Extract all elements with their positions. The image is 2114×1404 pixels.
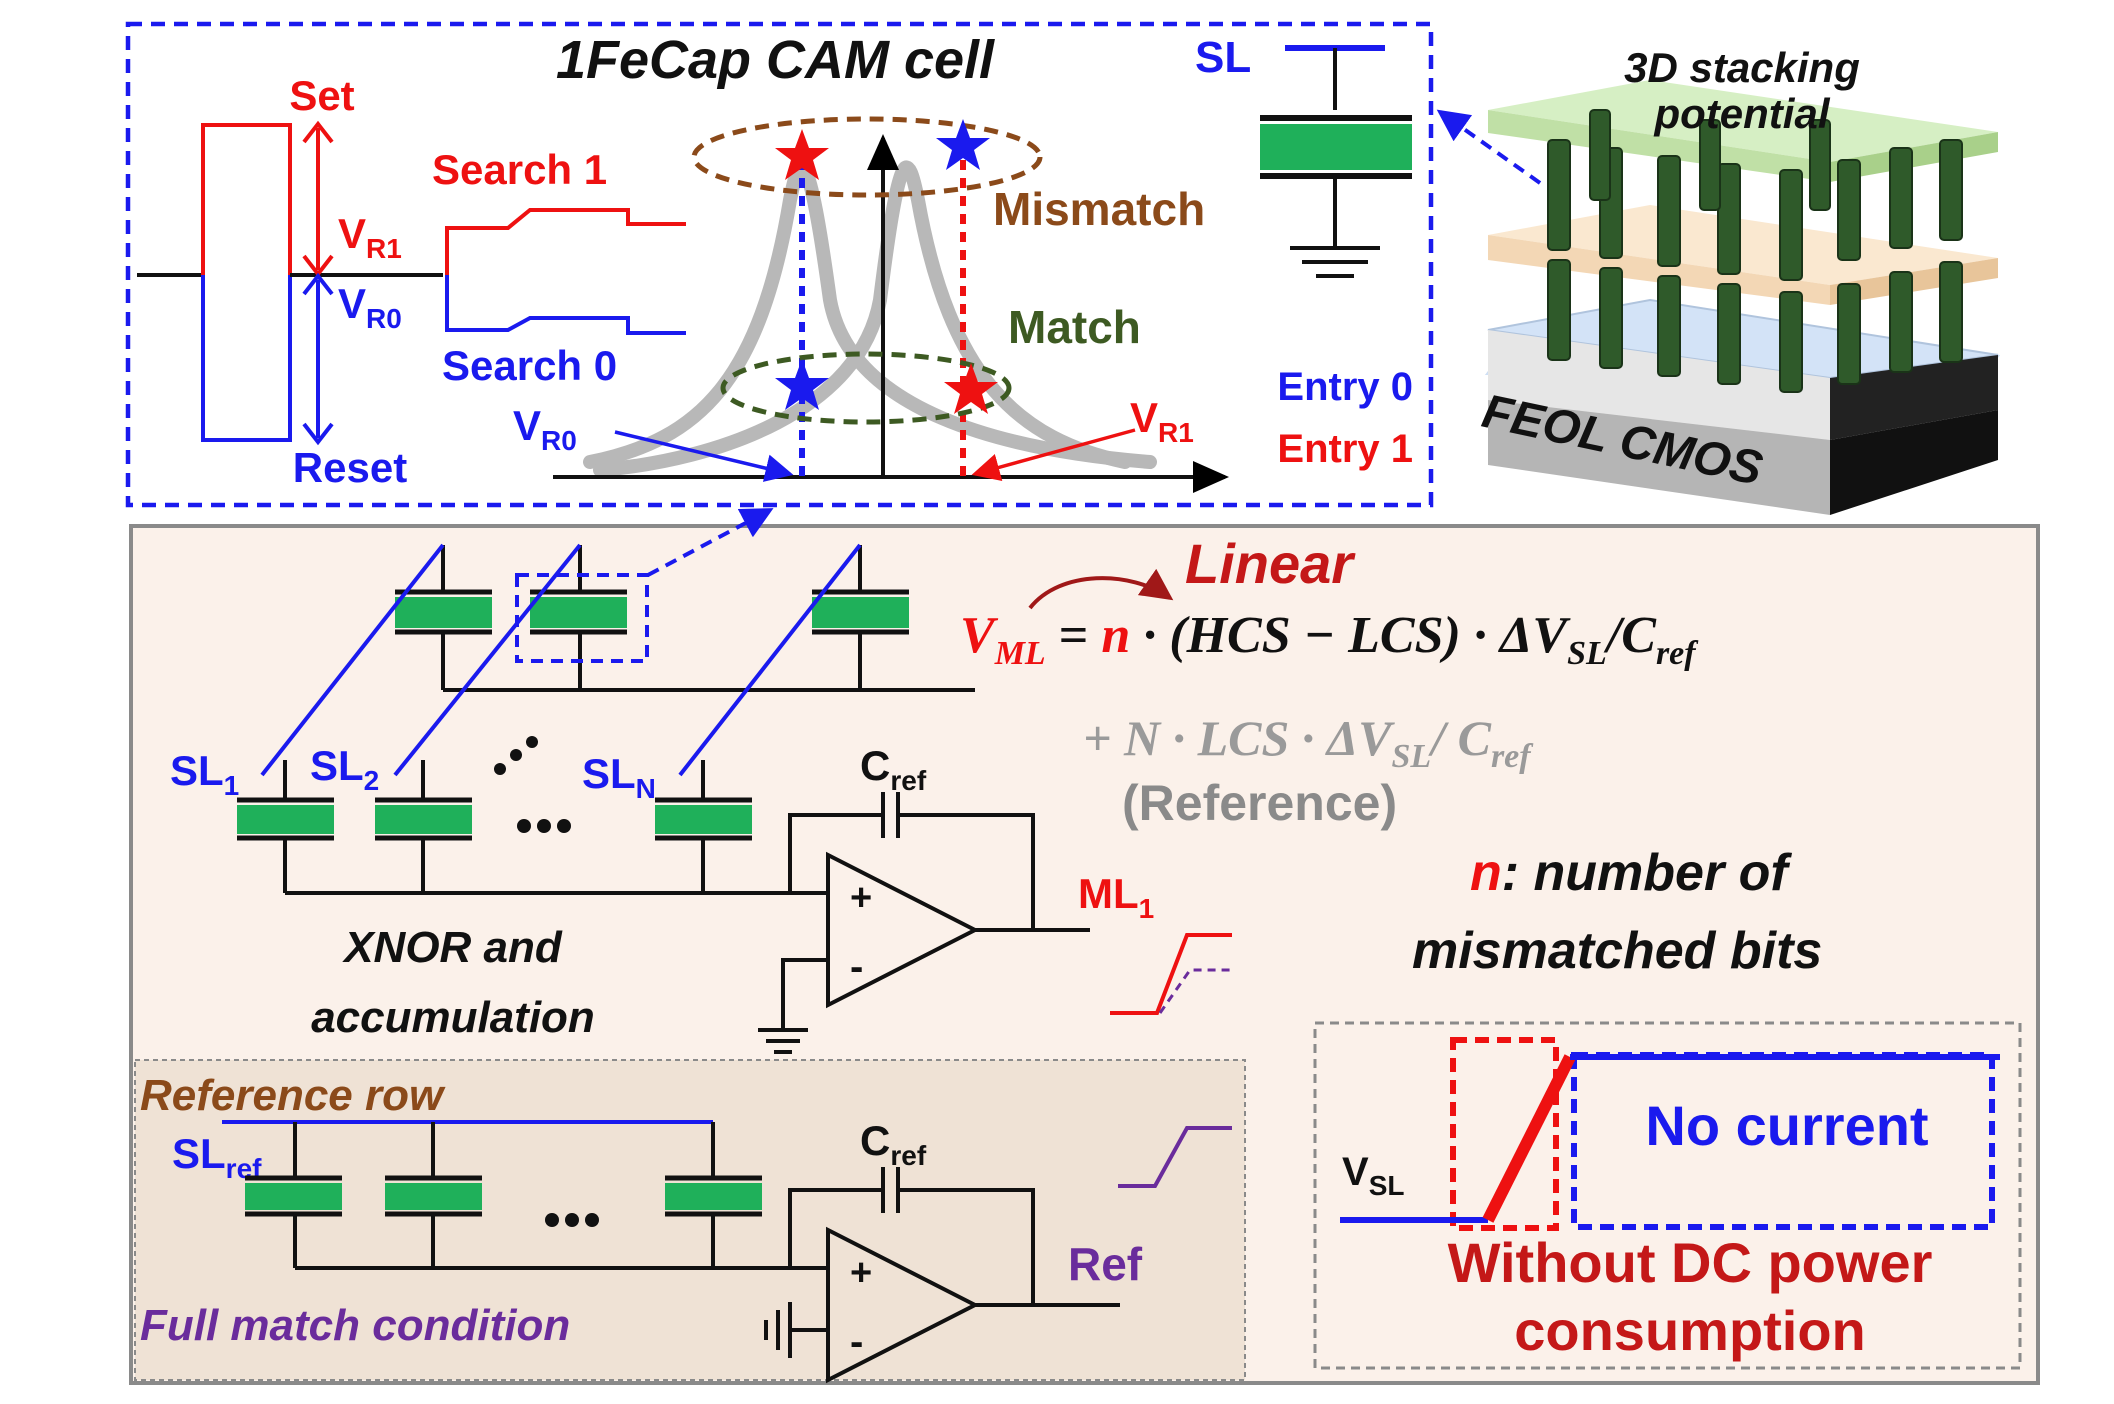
ref-output-label: Ref [1068, 1238, 1143, 1290]
cap-lower-1 [237, 797, 334, 841]
vsl-label: VSL [1342, 1150, 1404, 1201]
cap-lower-2 [375, 797, 472, 841]
vr0-label: VR0 [338, 280, 402, 334]
equation-line1: VML = n · (HCS − LCS) · ΔVSL/Cref [960, 607, 1699, 672]
sln-label: SLN [582, 750, 656, 804]
stack-label-1: 3D stacking [1624, 44, 1860, 91]
ref-opamp-minus: - [850, 1320, 863, 1364]
entry0-label: Entry 0 [1277, 365, 1413, 409]
ref-cref-label: Cref [860, 1117, 927, 1171]
reference-label: (Reference) [1122, 775, 1397, 831]
no-current-label: No current [1645, 1094, 1928, 1157]
sl1-label: SL1 [170, 747, 239, 801]
full-match-label: Full match condition [140, 1301, 570, 1350]
cam-cell-panel: 1FeCap CAM cell Set Reset VR1 VR0 Search… [125, 21, 1434, 508]
vr0-axis-label: VR0 [513, 402, 577, 456]
match-label: Match [1008, 301, 1141, 353]
cam-array-circuit: SL1 SL2 SLN + - Cref ML1 XNOR and accumu… [170, 543, 1232, 1054]
xnor-label-2: accumulation [311, 993, 595, 1042]
3d-stack-illustration: 3D stacking potential FEOL CMOS [1478, 44, 2000, 515]
search-waveforms: Search 1 Search 0 [432, 146, 686, 389]
star-mismatch-red [775, 129, 829, 180]
dc-label-1: Without DC power [1448, 1231, 1933, 1294]
search1-label: Search 1 [432, 146, 607, 193]
vr1-label: VR1 [338, 210, 402, 264]
ref-cap-n [665, 1175, 762, 1217]
ref-cap-2 [385, 1175, 482, 1217]
linear-label: Linear [1185, 532, 1356, 595]
xnor-label-1: XNOR and [341, 923, 563, 972]
dc-label-2: consumption [1514, 1299, 1866, 1362]
ref-cap-1 [245, 1175, 342, 1217]
cv-butterfly-plot: Mismatch Match VR0 VR1 [513, 116, 1229, 493]
opamp-minus: - [850, 945, 863, 989]
cap-lower-n [655, 797, 752, 841]
vr1-axis-label: VR1 [1130, 394, 1194, 448]
ml1-label: ML1 [1078, 870, 1154, 924]
sl-label: SL [1195, 33, 1251, 82]
star-mismatch-blue [936, 119, 990, 170]
star-match-red [944, 363, 998, 414]
reference-row: Reference row SLref + - [134, 1059, 1246, 1384]
ml-equation: Linear VML = n · (HCS − LCS) · ΔVSL/Cref… [960, 532, 1822, 980]
opamp-plus: + [850, 877, 872, 919]
entry1-label: Entry 1 [1277, 427, 1413, 471]
reset-label: Reset [293, 444, 407, 491]
sl2-label: SL2 [310, 742, 379, 796]
search0-label: Search 0 [442, 342, 617, 389]
cref-label: Cref [860, 742, 927, 796]
cap-upper-2 [530, 589, 627, 635]
cap-upper-n [812, 589, 909, 635]
n-definition-2: mismatched bits [1412, 922, 1822, 980]
cell-title: 1FeCap CAM cell [556, 30, 995, 90]
stack-label-2: potential [1654, 90, 1831, 137]
write-waveform: Set Reset VR1 VR0 [137, 72, 443, 491]
cap-upper-1 [395, 589, 492, 635]
fecap-symbol: SL Entry 0 Entry 1 [1195, 33, 1413, 471]
n-definition-1: n: number of [1470, 844, 1792, 902]
equation-line2: + N · LCS · ΔVSL/ Cref [1083, 710, 1534, 775]
reference-row-title: Reference row [140, 1071, 446, 1120]
dc-power-box: VSL No current Without DC power consumpt… [1313, 1021, 2022, 1370]
star-match-blue [775, 359, 829, 410]
ref-opamp-plus: + [850, 1252, 872, 1294]
mismatch-label: Mismatch [993, 183, 1205, 235]
set-label: Set [289, 72, 354, 119]
